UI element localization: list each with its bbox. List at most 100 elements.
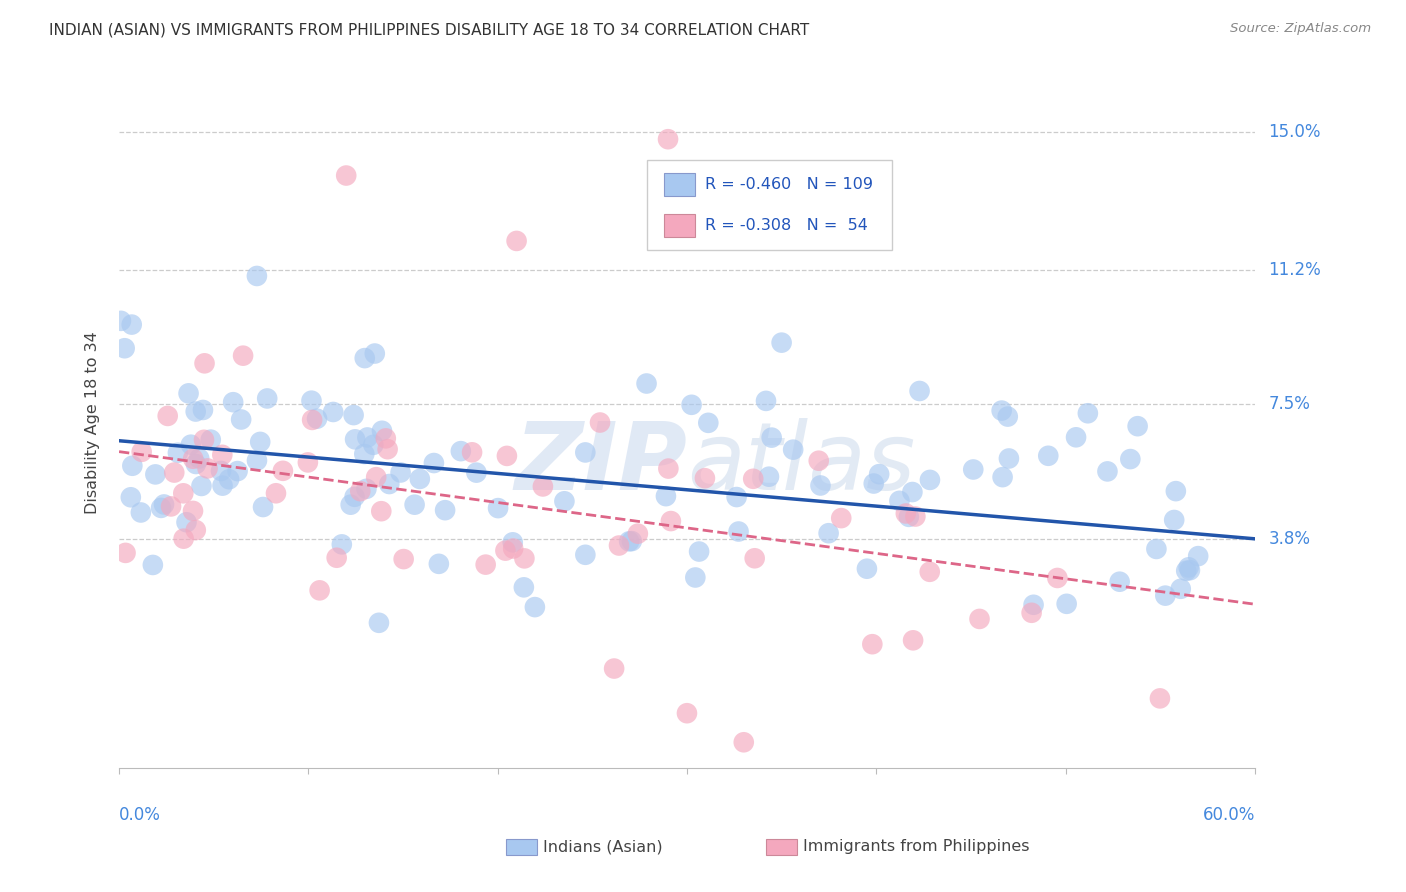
Point: [617, 534, 640, 549]
Point: [120, 490, 142, 504]
Point: [727, 524, 749, 539]
Point: [659, 514, 682, 528]
Point: [755, 393, 778, 408]
Point: [1077, 406, 1099, 420]
Point: [1187, 549, 1209, 563]
Point: [209, 464, 232, 478]
Point: [193, 433, 215, 447]
Point: [676, 706, 699, 721]
Point: [505, 234, 527, 248]
Point: [1163, 513, 1185, 527]
Point: [301, 393, 323, 408]
Point: [363, 438, 385, 452]
Point: [339, 498, 361, 512]
Point: [353, 447, 375, 461]
Point: [856, 562, 879, 576]
Point: [181, 451, 204, 466]
Point: [356, 430, 378, 444]
Point: [150, 500, 173, 515]
Point: [860, 637, 883, 651]
Point: [211, 448, 233, 462]
Point: [918, 473, 941, 487]
Point: [688, 544, 710, 558]
Point: [368, 615, 391, 630]
Point: [427, 557, 450, 571]
Point: [693, 471, 716, 485]
Point: [531, 479, 554, 493]
Point: [450, 444, 472, 458]
Point: [1119, 452, 1142, 467]
Point: [160, 500, 183, 514]
Point: [998, 451, 1021, 466]
Point: [200, 433, 222, 447]
Point: [502, 535, 524, 549]
Point: [1164, 484, 1187, 499]
Point: [392, 552, 415, 566]
Point: [377, 442, 399, 457]
Point: [167, 446, 190, 460]
Point: [770, 335, 793, 350]
Point: [465, 466, 488, 480]
Point: [574, 445, 596, 459]
Text: 0.0%: 0.0%: [120, 805, 160, 823]
Point: [1126, 419, 1149, 434]
Point: [758, 469, 780, 483]
Point: [1038, 449, 1060, 463]
Point: [184, 457, 207, 471]
Point: [627, 526, 650, 541]
Point: [513, 551, 536, 566]
Point: [246, 268, 269, 283]
Point: [607, 539, 630, 553]
Point: [218, 472, 240, 486]
Point: [156, 409, 179, 423]
Point: [366, 470, 388, 484]
Point: [121, 458, 143, 473]
Point: [301, 413, 323, 427]
Point: [1097, 464, 1119, 478]
Point: [868, 467, 890, 482]
Point: [1144, 541, 1167, 556]
Point: [343, 490, 366, 504]
Point: [322, 405, 344, 419]
Text: 15.0%: 15.0%: [1268, 123, 1322, 141]
Point: [330, 537, 353, 551]
Point: [181, 504, 204, 518]
Text: 3.8%: 3.8%: [1268, 530, 1310, 548]
Point: [371, 424, 394, 438]
Point: [1177, 560, 1199, 574]
Point: [918, 565, 941, 579]
Point: [733, 735, 755, 749]
Point: [744, 551, 766, 566]
Point: [636, 376, 658, 391]
Point: [231, 412, 253, 426]
Point: [474, 558, 496, 572]
Point: [1046, 571, 1069, 585]
Point: [1022, 598, 1045, 612]
Point: [176, 515, 198, 529]
Point: [197, 461, 219, 475]
Point: [574, 548, 596, 562]
Text: R = -0.460   N = 109: R = -0.460 N = 109: [704, 177, 873, 192]
Point: [657, 132, 679, 146]
Point: [496, 449, 519, 463]
Text: 7.5%: 7.5%: [1268, 395, 1310, 413]
Point: [246, 453, 269, 467]
Point: [129, 506, 152, 520]
Point: [1064, 430, 1087, 444]
Point: [589, 416, 612, 430]
Point: [184, 523, 207, 537]
Point: [177, 386, 200, 401]
Point: [603, 661, 626, 675]
Point: [901, 485, 924, 500]
Text: R = -0.308   N =  54: R = -0.308 N = 54: [704, 218, 868, 233]
Point: [173, 532, 195, 546]
Point: [389, 466, 412, 480]
Point: [308, 583, 330, 598]
Point: [114, 546, 136, 560]
Point: [494, 543, 516, 558]
Point: [1108, 574, 1130, 589]
Point: [810, 478, 832, 492]
Point: [897, 509, 920, 524]
Point: [990, 403, 1012, 417]
Point: [553, 494, 575, 508]
